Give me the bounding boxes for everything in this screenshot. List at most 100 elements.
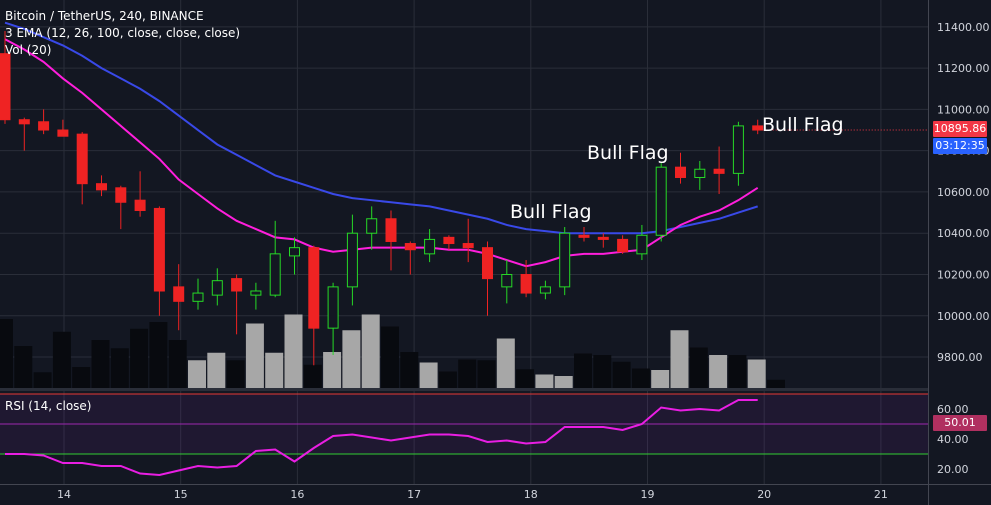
- time-tick-label: 15: [174, 488, 188, 501]
- volume-bar: [33, 372, 52, 388]
- volume-bar: [400, 352, 419, 388]
- candle-body: [752, 125, 764, 131]
- rsi-legend[interactable]: RSI (14, close): [5, 399, 92, 413]
- price-tick-label: 11000.00: [937, 103, 990, 116]
- candle-body: [482, 247, 493, 280]
- volume-bar: [496, 338, 515, 388]
- volume-bar: [381, 326, 399, 388]
- bull-flag-label-1: Bull Flag: [510, 201, 592, 223]
- volume-bar: [728, 355, 747, 388]
- rsi-tick-label: 40.00: [937, 433, 969, 446]
- candle-body: [404, 243, 416, 251]
- rsi-line: [5, 399, 758, 477]
- candle-body: [713, 168, 725, 174]
- candle-body: [462, 243, 474, 249]
- volume-bar: [284, 314, 303, 388]
- candle-body: [424, 238, 436, 255]
- time-tick-label: 16: [290, 488, 304, 501]
- candle-body: [578, 234, 590, 238]
- volume-bar: [516, 369, 535, 388]
- candle-body: [269, 253, 281, 296]
- candle-body: [76, 133, 88, 185]
- volume-bar: [670, 330, 689, 388]
- bull-flag-label-3: Bull Flag: [762, 114, 844, 136]
- price-tick-label: 11400.00: [937, 21, 990, 34]
- volume-bar: [709, 355, 728, 388]
- volume-bar: [631, 368, 650, 388]
- candle-body: [694, 168, 706, 178]
- bull-flag-label-2: Bull Flag: [587, 142, 669, 164]
- price-tick-label: 10000.00: [937, 310, 990, 323]
- volume-bar: [14, 346, 33, 388]
- volume-bar: [168, 340, 187, 388]
- candle-body: [38, 121, 50, 131]
- candle-body: [655, 166, 667, 236]
- volume-bar: [342, 330, 361, 388]
- volume-bar: [689, 347, 708, 388]
- ema-legend[interactable]: 3 EMA (12, 26, 100, close, close, close): [5, 26, 241, 40]
- time-tick-label: 17: [407, 488, 421, 501]
- candle-body: [96, 183, 107, 191]
- candle-body: [732, 125, 744, 174]
- candle-body: [366, 218, 378, 234]
- volume-bar: [303, 364, 322, 388]
- volume-bar: [52, 331, 71, 388]
- candle-body: [539, 286, 551, 294]
- volume-bar: [265, 352, 284, 388]
- candle-body: [173, 286, 185, 302]
- candle-body: [211, 280, 223, 296]
- price-tick-label: 10400.00: [937, 227, 990, 240]
- candle-body: [0, 53, 11, 121]
- volume-bar: [91, 340, 110, 388]
- ema-slow-line: [4, 21, 759, 235]
- candle-body: [617, 238, 629, 253]
- candle-body: [18, 119, 30, 125]
- candle-body: [57, 129, 69, 137]
- candle-body: [597, 236, 609, 240]
- candle-body: [520, 273, 532, 294]
- candle-body: [636, 234, 648, 255]
- candle-body: [134, 199, 146, 212]
- candle-body: [231, 278, 243, 292]
- volume-bar: [110, 348, 129, 388]
- volume-bar: [767, 379, 785, 388]
- time-tick-label: 19: [641, 488, 655, 501]
- price-tick-label: 10600.00: [937, 186, 990, 199]
- volume-bar: [226, 360, 245, 388]
- candle-body: [289, 247, 300, 257]
- volume-bar: [245, 323, 264, 388]
- candle-body: [443, 236, 455, 245]
- volume-bar: [149, 322, 168, 388]
- time-tick-label: 20: [757, 488, 771, 501]
- last-price-tag: 10895.86: [933, 121, 987, 137]
- candle-body: [346, 232, 358, 288]
- volume-bar: [419, 362, 438, 388]
- time-tick-label: 21: [874, 488, 888, 501]
- pane-separator: [0, 388, 928, 391]
- candle-body: [115, 187, 127, 203]
- candle-body: [308, 247, 320, 329]
- volume-bar: [207, 352, 226, 388]
- volume-bar: [535, 374, 554, 388]
- volume-bar: [747, 359, 766, 388]
- ema-fast-line: [4, 38, 759, 268]
- symbol-title: Bitcoin / TetherUS, 240, BINANCE: [5, 9, 204, 23]
- candle-body: [250, 290, 262, 296]
- volume-legend[interactable]: Vol (20): [5, 43, 52, 57]
- candle-body: [327, 286, 339, 329]
- price-tick-label: 10200.00: [937, 268, 990, 281]
- volume-bar: [72, 367, 91, 388]
- volume-bar: [130, 328, 149, 388]
- volume-bar: [458, 359, 477, 388]
- volume-bar: [438, 371, 457, 388]
- price-tick-label: 9800.00: [937, 351, 983, 364]
- volume-bar: [477, 360, 496, 388]
- volume-bar: [612, 361, 631, 388]
- bar-countdown-tag: 03:12:35: [933, 138, 987, 154]
- price-tick-label: 11200.00: [937, 62, 990, 75]
- volume-bar: [323, 352, 342, 388]
- rsi-tick-label: 20.00: [937, 463, 969, 476]
- candle-body: [501, 273, 513, 288]
- rsi-tick-label: 60.00: [937, 403, 969, 416]
